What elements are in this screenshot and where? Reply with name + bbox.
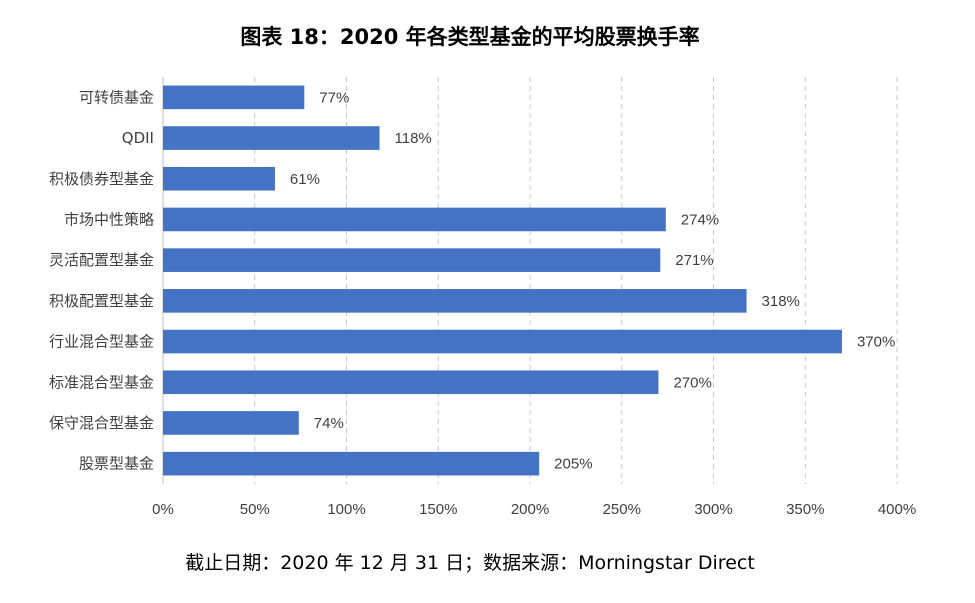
data-label-8: 74% bbox=[314, 415, 344, 432]
x-tick-label: 250% bbox=[603, 501, 641, 518]
category-label-3: 市场中性策略 bbox=[64, 210, 154, 228]
chart-source-note: 截止日期：2020 年 12 月 31 日；数据来源：Morningstar D… bbox=[185, 552, 755, 574]
chart-title: 图表 18：2020 年各类型基金的平均股票换手率 bbox=[240, 25, 699, 49]
x-tick-label: 400% bbox=[878, 501, 916, 518]
bar-4 bbox=[163, 248, 661, 272]
data-label-5: 318% bbox=[762, 293, 800, 310]
category-label-8: 保守混合型基金 bbox=[49, 414, 154, 432]
category-label-2: 积极债券型基金 bbox=[49, 170, 154, 188]
data-label-6: 370% bbox=[857, 334, 895, 351]
category-label-7: 标准混合型基金 bbox=[49, 373, 154, 391]
category-label-5: 积极配置型基金 bbox=[49, 292, 154, 310]
bar-1 bbox=[163, 126, 380, 150]
bar-8 bbox=[163, 411, 299, 435]
category-label-4: 灵活配置型基金 bbox=[49, 251, 154, 269]
data-label-9: 205% bbox=[554, 456, 592, 473]
data-label-0: 77% bbox=[319, 89, 349, 106]
x-tick-label: 100% bbox=[327, 501, 365, 518]
bar-layer bbox=[163, 85, 842, 476]
category-label-6: 行业混合型基金 bbox=[49, 333, 154, 351]
x-tick-label: 300% bbox=[694, 501, 732, 518]
bar-3 bbox=[163, 207, 666, 232]
category-axis: 可转债基金 QDII 积极债券型基金市场中性策略灵活配置型基金积极配置型基金行业混合… bbox=[49, 88, 154, 472]
label-layer: 77% 118% 61% 274% 271% 318% 370% 270% 74% 205% bbox=[290, 89, 895, 472]
x-tick-label: 50% bbox=[240, 501, 270, 518]
bar-5 bbox=[163, 289, 747, 313]
bar-0 bbox=[163, 85, 305, 110]
category-label-1: QDII bbox=[122, 129, 154, 147]
bar-7 bbox=[163, 370, 659, 395]
category-label-0: 可转债基金 bbox=[79, 88, 154, 106]
x-tick-label: 150% bbox=[419, 501, 457, 518]
x-tick-label: 200% bbox=[511, 501, 549, 518]
data-label-4: 271% bbox=[675, 252, 713, 269]
category-label-9: 股票型基金 bbox=[79, 455, 154, 473]
data-label-3: 274% bbox=[681, 211, 719, 228]
x-tick-label: 350% bbox=[786, 501, 824, 518]
bar-6 bbox=[163, 329, 842, 354]
value-axis: 0% 50% 100% 150% 200% 250% 300% 350% 400% bbox=[152, 501, 916, 518]
x-tick-label: 0% bbox=[152, 501, 174, 518]
data-label-1: 118% bbox=[395, 130, 432, 147]
data-label-7: 270% bbox=[673, 374, 711, 391]
bar-2 bbox=[163, 166, 275, 191]
data-label-2: 61% bbox=[290, 171, 320, 188]
bar-9 bbox=[163, 451, 540, 476]
